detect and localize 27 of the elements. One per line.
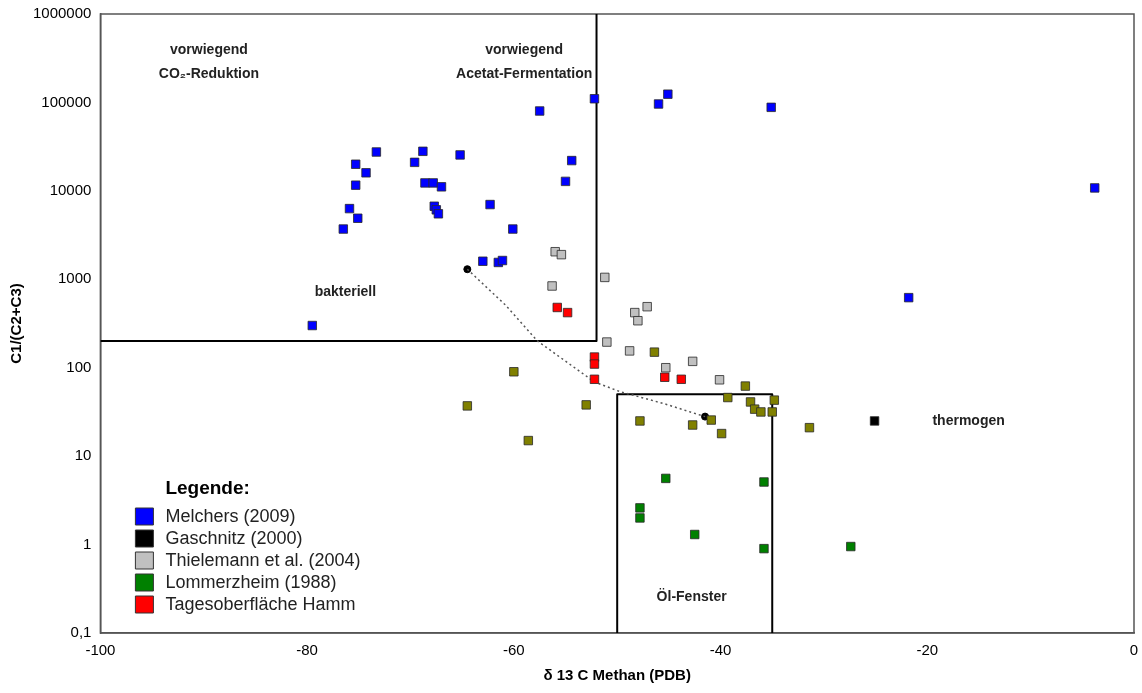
x-tick-label: -20 [916,641,939,659]
legend-label: Gaschnitz (2000) [165,527,303,548]
annotation: bakteriell [314,283,377,300]
legend-label: Tagesoberfläche Hamm [165,593,356,614]
x-axis-title: δ 13 C Methan (PDB) [543,666,691,684]
annotation: vorwiegend Acetat-Fermentation [456,41,593,82]
x-tick-label: -40 [709,641,732,659]
x-tick-label: -100 [85,641,116,659]
x-tick-label: -80 [296,641,318,659]
y-tick-label: 10000 [49,181,92,198]
y-tick-label: 10 [74,446,92,464]
y-axis-title: C1/(C2+C3) [7,283,25,364]
annotation: Öl-Fenster [656,587,728,604]
legend-label: Lommerzheim (1988) [165,571,337,592]
legend-title: Legende: [165,477,250,499]
annotation: thermogen [932,412,1005,429]
y-tick-label: 100 [66,357,92,375]
y-tick-label: 1000 [58,269,92,287]
annotation: vorwiegend CO₂-Reduktion [158,41,260,82]
y-tick-label: 1000000 [32,4,92,22]
legend-label: Melchers (2009) [165,505,296,526]
y-tick-label: 0,1 [70,623,92,641]
y-tick-label: 100000 [41,92,92,110]
x-tick-label: -60 [502,641,525,659]
legend-label: Thielemann et al. (2004) [165,549,361,570]
y-tick-label: 1 [83,534,92,552]
x-tick-label: 0 [1129,641,1139,659]
